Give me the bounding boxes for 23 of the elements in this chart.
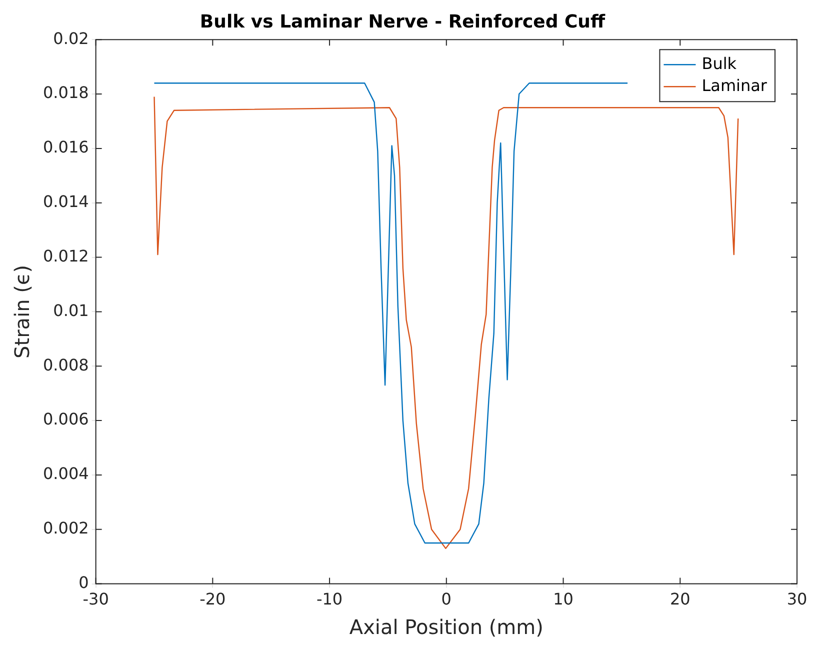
y-tick-label: 0.006 (42, 410, 89, 429)
y-tick-label: 0.018 (42, 83, 89, 102)
y-tick-label: 0.016 (42, 138, 89, 157)
x-tick-label: 0 (441, 590, 452, 609)
x-tick-label: 30 (786, 590, 808, 609)
chart-title: Bulk vs Laminar Nerve - Reinforced Cuff (200, 11, 606, 32)
x-tick-label: 10 (553, 590, 574, 609)
x-tick-label: -30 (82, 590, 109, 609)
legend-label: Laminar (702, 76, 768, 95)
x-tick-label: -10 (316, 590, 343, 609)
x-axis-title: Axial Position (mm) (349, 615, 544, 640)
y-tick-label: 0.002 (42, 518, 89, 538)
y-tick-label: 0.02 (53, 28, 89, 48)
y-tick-label: 0.008 (42, 355, 89, 374)
legend-label: Bulk (702, 54, 738, 73)
y-tick-label: 0.01 (53, 300, 89, 320)
y-tick-label: 0.014 (42, 192, 89, 212)
y-tick-label: 0 (78, 572, 89, 592)
y-tick-label: 0.012 (42, 246, 89, 266)
y-axis-title: Strain (ϵ) (10, 264, 34, 358)
y-tick-label: 0.004 (42, 464, 89, 484)
x-tick-label: 20 (670, 590, 690, 609)
x-tick-label: -20 (200, 590, 226, 609)
